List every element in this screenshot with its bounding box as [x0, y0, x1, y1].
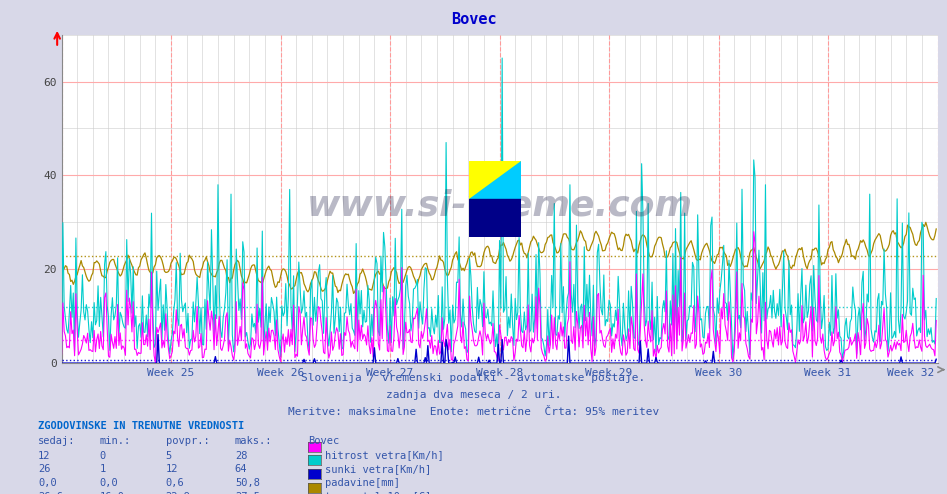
Polygon shape	[469, 161, 521, 199]
Text: Bovec: Bovec	[308, 436, 339, 446]
Text: zadnja dva meseca / 2 uri.: zadnja dva meseca / 2 uri.	[385, 390, 562, 400]
Text: 12: 12	[38, 451, 50, 460]
Text: 5: 5	[166, 451, 172, 460]
Text: 50,8: 50,8	[235, 478, 259, 488]
Text: 0,0: 0,0	[99, 478, 118, 488]
Text: 28: 28	[235, 451, 247, 460]
Text: 27,5: 27,5	[235, 492, 259, 494]
Text: 12: 12	[166, 464, 178, 474]
Polygon shape	[469, 199, 521, 237]
Text: 0: 0	[99, 451, 106, 460]
Text: Slovenija / vremenski podatki - avtomatske postaje.: Slovenija / vremenski podatki - avtomats…	[301, 373, 646, 383]
Text: 26: 26	[38, 464, 50, 474]
Text: ZGODOVINSKE IN TRENUTNE VREDNOSTI: ZGODOVINSKE IN TRENUTNE VREDNOSTI	[38, 421, 244, 431]
Text: 16,0: 16,0	[99, 492, 124, 494]
Text: sunki vetra[Km/h]: sunki vetra[Km/h]	[325, 464, 431, 474]
Text: temp. tal 10cm[C]: temp. tal 10cm[C]	[325, 492, 431, 494]
Text: Bovec: Bovec	[451, 12, 496, 27]
Text: maks.:: maks.:	[235, 436, 273, 446]
Text: 22,9: 22,9	[166, 492, 190, 494]
Text: padavine[mm]: padavine[mm]	[325, 478, 400, 488]
Text: min.:: min.:	[99, 436, 131, 446]
Text: Meritve: maksimalne  Enote: metrične  Črta: 95% meritev: Meritve: maksimalne Enote: metrične Črta…	[288, 407, 659, 416]
Text: 26,6: 26,6	[38, 492, 63, 494]
Text: povpr.:: povpr.:	[166, 436, 209, 446]
Text: 64: 64	[235, 464, 247, 474]
Text: 1: 1	[99, 464, 106, 474]
Text: 0,6: 0,6	[166, 478, 185, 488]
Polygon shape	[469, 161, 521, 199]
Text: hitrost vetra[Km/h]: hitrost vetra[Km/h]	[325, 451, 443, 460]
Text: 0,0: 0,0	[38, 478, 57, 488]
Text: sedaj:: sedaj:	[38, 436, 76, 446]
Text: www.si-vreme.com: www.si-vreme.com	[307, 188, 692, 222]
